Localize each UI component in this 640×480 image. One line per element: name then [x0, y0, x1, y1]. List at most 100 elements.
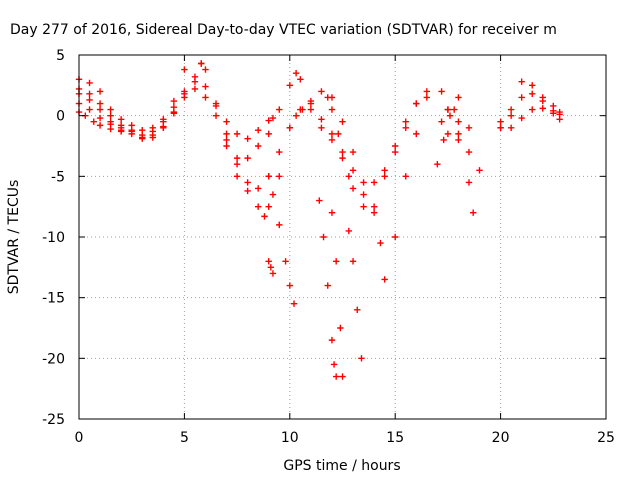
x-tick-label: 5	[180, 430, 189, 446]
data-point	[128, 128, 135, 135]
data-point	[265, 258, 272, 265]
chart-title: Day 277 of 2016, Sidereal Day-to-day VTE…	[10, 22, 557, 38]
series-track-06	[198, 60, 315, 195]
data-point	[244, 135, 251, 142]
y-tick-label: 5	[56, 48, 65, 64]
data-point	[330, 361, 338, 368]
x-tick-label: 15	[386, 430, 404, 446]
data-point	[244, 179, 251, 186]
data-point	[299, 106, 306, 113]
data-point	[381, 276, 388, 283]
data-point	[529, 82, 536, 89]
data-point	[254, 127, 262, 134]
data-point	[354, 306, 361, 313]
data-point	[392, 148, 399, 156]
series-track-13	[345, 227, 365, 362]
data-point	[244, 154, 251, 162]
y-tick-label: -15	[42, 291, 65, 307]
data-point	[455, 130, 462, 138]
data-point	[233, 173, 241, 180]
data-point	[444, 106, 452, 113]
data-point	[233, 161, 241, 168]
y-tick-label: -10	[42, 230, 65, 246]
data-point	[360, 179, 367, 186]
data-point	[265, 203, 272, 210]
data-points	[75, 60, 563, 380]
data-point	[451, 106, 458, 113]
data-point	[518, 78, 525, 85]
data-point	[370, 209, 378, 216]
data-point	[149, 128, 156, 135]
data-point	[337, 324, 344, 332]
data-point	[170, 97, 178, 105]
data-point	[223, 142, 230, 150]
data-point	[90, 118, 97, 125]
grid	[79, 55, 606, 419]
data-point	[328, 209, 336, 216]
data-point	[198, 60, 205, 67]
data-point	[276, 148, 283, 156]
data-point	[107, 125, 114, 133]
data-point	[244, 187, 251, 195]
data-point	[381, 173, 388, 180]
data-point	[413, 130, 420, 138]
data-point	[316, 197, 323, 204]
data-point	[223, 130, 230, 138]
series-track-11	[316, 197, 340, 380]
data-point	[413, 100, 420, 107]
data-point	[339, 154, 346, 162]
y-tick-label: -20	[42, 351, 65, 367]
data-point	[254, 185, 262, 192]
data-point	[292, 112, 300, 119]
data-point	[96, 122, 104, 129]
data-point	[307, 100, 315, 107]
data-point	[223, 118, 230, 125]
data-point	[202, 66, 209, 73]
x-tick-label: 25	[597, 430, 615, 446]
data-point	[139, 131, 146, 139]
data-point	[402, 124, 409, 131]
y-tick-label: -5	[51, 169, 65, 185]
x-tick-label: 10	[281, 430, 299, 446]
data-point	[117, 124, 125, 131]
data-point	[360, 191, 367, 198]
data-point	[191, 73, 199, 81]
data-point	[86, 106, 93, 113]
data-point	[261, 213, 268, 220]
series-track-05	[75, 66, 188, 139]
data-point	[370, 179, 378, 186]
data-point	[539, 105, 546, 112]
series-track-01	[75, 76, 277, 142]
series-track-02	[75, 85, 268, 220]
series-track-22	[497, 90, 563, 125]
data-point	[339, 118, 346, 125]
data-point	[465, 179, 473, 186]
data-point	[381, 167, 388, 174]
data-point	[497, 124, 504, 131]
data-point	[358, 355, 365, 362]
data-point	[455, 118, 462, 125]
series-track-17	[438, 88, 477, 216]
data-point	[202, 83, 209, 90]
series-track-14	[318, 88, 431, 283]
data-point	[320, 233, 327, 241]
data-point	[339, 373, 346, 380]
data-point	[96, 114, 104, 122]
data-point	[550, 110, 557, 117]
data-point	[297, 76, 304, 83]
data-point	[86, 96, 93, 104]
data-point	[86, 79, 93, 87]
data-point	[212, 100, 220, 107]
data-point	[96, 100, 104, 107]
data-point	[529, 106, 536, 113]
data-point	[276, 173, 283, 180]
data-point	[518, 114, 525, 122]
data-point	[402, 118, 409, 125]
data-point	[96, 88, 104, 95]
data-point	[370, 203, 378, 210]
data-point	[181, 90, 188, 98]
data-point	[265, 173, 272, 180]
y-tick-label: -25	[42, 412, 65, 428]
data-point	[539, 97, 546, 105]
data-point	[497, 118, 504, 125]
